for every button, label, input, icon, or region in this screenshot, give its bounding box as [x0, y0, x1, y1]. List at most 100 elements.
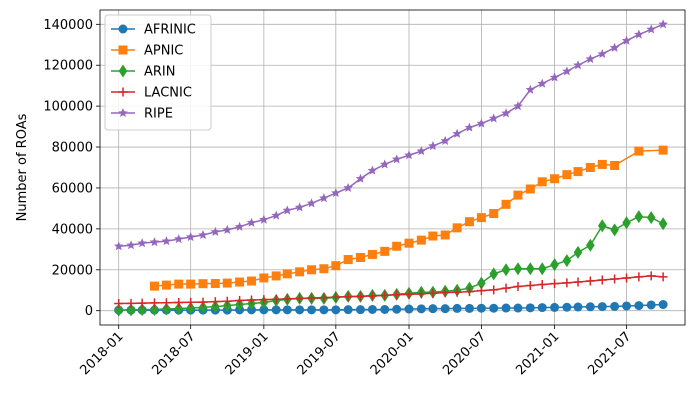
data-point	[634, 29, 644, 39]
y-tick-label: 120000	[43, 59, 93, 74]
data-point	[380, 246, 390, 256]
data-point	[440, 288, 450, 298]
data-point	[476, 303, 486, 313]
series-line-ripe	[118, 23, 664, 247]
data-point	[477, 276, 486, 290]
legend-label: RIPE	[144, 107, 173, 122]
data-point	[380, 290, 390, 300]
data-point	[428, 231, 438, 241]
data-point	[440, 304, 450, 314]
x-tick-label: 2018-01	[77, 329, 126, 378]
data-point	[658, 300, 668, 310]
data-point	[550, 174, 560, 184]
data-point	[271, 305, 281, 315]
data-point	[174, 298, 184, 307]
data-point	[271, 294, 281, 304]
data-point	[271, 271, 281, 281]
data-point	[295, 305, 305, 315]
data-point	[537, 262, 547, 276]
data-point	[562, 170, 572, 180]
data-point	[392, 304, 402, 314]
data-point	[126, 298, 136, 308]
data-point	[355, 305, 365, 315]
data-point	[210, 226, 221, 236]
data-point	[562, 66, 572, 76]
data-point	[513, 262, 523, 276]
data-point	[282, 269, 292, 279]
data-point	[501, 108, 511, 118]
data-point	[597, 159, 607, 169]
y-tick-label: 140000	[43, 18, 93, 33]
legend-marker	[118, 24, 128, 34]
data-point	[562, 254, 572, 268]
data-point	[150, 302, 159, 316]
data-point	[501, 283, 511, 293]
data-point	[198, 279, 208, 289]
y-tick-label: 60000	[52, 181, 93, 196]
data-point	[343, 255, 353, 265]
data-point	[137, 238, 147, 248]
data-point	[367, 165, 378, 175]
legend-label: LACNIC	[144, 86, 192, 101]
data-point	[489, 209, 499, 219]
data-point	[476, 286, 486, 296]
data-point	[174, 279, 184, 289]
data-point	[392, 290, 402, 300]
data-point	[404, 150, 414, 160]
legend-marker	[118, 64, 128, 78]
data-point	[355, 253, 365, 262]
data-point	[210, 297, 220, 307]
data-point	[452, 287, 462, 297]
data-point	[610, 274, 620, 284]
data-point	[525, 262, 535, 276]
data-point	[247, 276, 257, 286]
data-point	[149, 298, 159, 308]
data-point	[319, 193, 329, 203]
data-point	[634, 272, 644, 282]
data-point	[343, 305, 353, 315]
data-point	[525, 281, 535, 291]
data-point	[198, 230, 208, 240]
data-point	[573, 302, 583, 312]
data-point	[174, 302, 184, 316]
data-point	[489, 303, 499, 313]
data-point	[501, 303, 511, 313]
data-point	[489, 285, 499, 295]
data-point	[416, 289, 426, 299]
grid	[100, 10, 685, 325]
data-point	[355, 291, 365, 301]
y-tick-label: 40000	[52, 222, 93, 237]
data-point	[501, 199, 511, 209]
data-point	[476, 118, 487, 128]
data-point	[597, 302, 607, 312]
data-point	[367, 249, 377, 259]
data-point	[622, 301, 632, 311]
data-point	[658, 272, 668, 282]
data-point	[585, 54, 596, 64]
data-point	[428, 141, 438, 151]
data-point	[597, 48, 608, 59]
data-point	[294, 202, 305, 212]
legend-item-ripe: RIPE	[111, 107, 173, 122]
data-point	[537, 78, 547, 88]
series-apnic	[149, 145, 668, 291]
data-point	[235, 277, 245, 287]
y-axis-label: Number of ROAs	[15, 113, 30, 221]
data-point	[343, 292, 353, 302]
data-point	[295, 267, 305, 277]
legend-item-arin: ARIN	[111, 64, 175, 80]
data-point	[464, 122, 475, 132]
data-point	[198, 300, 208, 314]
data-point	[198, 297, 208, 307]
plot-frame	[99, 9, 686, 326]
data-point	[622, 216, 631, 230]
data-point	[355, 173, 366, 183]
data-point	[658, 217, 668, 231]
data-point	[126, 240, 136, 250]
legend-label: APNIC	[144, 44, 183, 59]
data-point	[259, 214, 269, 224]
data-point	[550, 279, 560, 289]
data-point	[440, 135, 450, 145]
data-point	[658, 19, 668, 29]
data-point	[416, 304, 426, 314]
